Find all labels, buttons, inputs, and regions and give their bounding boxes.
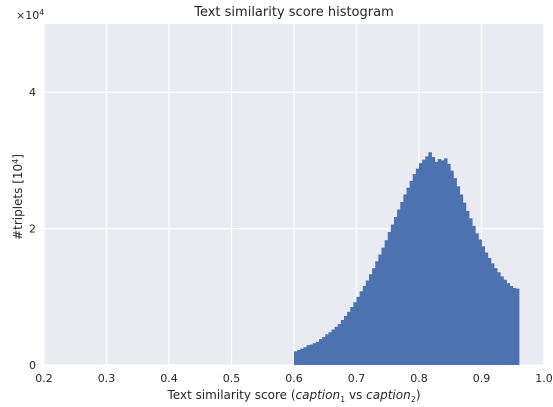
y-tick-label: 0 [29,359,36,372]
histogram-bar [350,307,354,365]
histogram-bar [500,276,504,365]
histogram-bar [431,156,436,365]
histogram-bar [459,194,464,365]
histogram-bar [322,337,326,365]
histogram-bar [362,285,367,365]
histogram-bar [334,326,339,365]
x-tick-labels: 0.2 0.3 0.4 0.5 0.6 0.7 0.8 0.9 1.0 [35,372,553,385]
histogram-bar [450,170,454,365]
histogram-bar [472,225,476,365]
x-tick-label: 0.3 [98,372,116,385]
histogram-bar [347,311,351,365]
histogram-bar [415,168,420,365]
histogram-bar [406,187,411,365]
histogram-bar [412,174,417,365]
histogram-bar [372,268,376,365]
histogram-bar [319,339,323,365]
histogram-bar [387,232,392,365]
histogram-bar [428,152,432,365]
histogram-bar [512,287,517,365]
x-tick-label: 1.0 [535,372,553,385]
histogram-bar [475,233,479,365]
histogram-bar [312,343,317,365]
histogram-bar [503,279,507,365]
histogram-bar [356,296,361,365]
histogram-bar [315,341,320,365]
histogram-bar [506,283,511,365]
histogram-bar [337,324,342,365]
histogram-bar [465,210,470,365]
histogram-bar [434,161,439,365]
histogram-bar [444,158,448,365]
x-tick-label: 0.8 [410,372,428,385]
histogram-bar [397,209,401,365]
histogram-bars [294,152,520,365]
histogram-bar [509,285,514,365]
histogram-bar [294,351,298,365]
histogram-bar [328,332,332,365]
histogram-bar [494,268,498,365]
x-tick-label: 0.7 [348,372,366,385]
histogram-bar [515,288,520,365]
histogram-bar [456,186,461,365]
y-multiplier: ×104 [16,8,44,22]
histogram-bar [375,261,379,365]
histogram-bar [384,240,389,365]
histogram-bar [378,254,382,365]
histogram-bar [369,274,373,365]
histogram-bar [306,345,311,365]
histogram-bar [462,202,467,365]
histogram-bar [353,302,357,365]
histogram-bar [325,334,329,365]
histogram-bar [422,159,426,365]
histogram-bar [340,319,345,365]
histogram-bar [400,202,404,365]
histogram-bar [344,315,348,365]
histogram-bar [309,344,314,365]
histogram-bar [469,218,473,365]
chart-title: Text similarity score histogram [193,5,394,20]
histogram-bar [447,163,451,365]
x-tick-label: 0.2 [35,372,53,385]
histogram-bar [381,247,386,365]
y-tick-label: 2 [29,223,36,236]
x-tick-label: 0.4 [160,372,178,385]
histogram-bar [394,217,398,365]
histogram-bar [481,246,486,365]
histogram-bar [390,224,395,365]
histogram-bar [487,257,492,365]
histogram-bar [403,194,407,365]
y-axis-label: #triplets [104] [11,154,25,240]
histogram-bar [497,272,501,365]
y-tick-labels: 0 2 4 [29,86,36,372]
histogram-bar [303,347,307,365]
histogram-bar [365,280,370,365]
histogram-bar [331,329,336,365]
histogram-bar [300,348,304,365]
x-tick-label: 0.6 [285,372,303,385]
histogram-bar [440,160,445,365]
histogram-bar [478,239,482,365]
y-tick-label: 4 [29,86,36,99]
histogram-bar [425,156,429,365]
histogram-bar [409,180,414,365]
x-tick-label: 0.5 [223,372,241,385]
histogram-bar [437,159,442,365]
x-axis-label: Text similarity score (caption1 vs capti… [167,388,421,404]
histogram-bar [453,178,457,365]
histogram-bar [490,263,495,365]
histogram-bar [419,163,423,365]
x-tick-label: 0.9 [473,372,491,385]
histogram-bar [484,252,489,365]
histogram-bar [359,291,364,365]
histogram-bar [297,350,301,365]
